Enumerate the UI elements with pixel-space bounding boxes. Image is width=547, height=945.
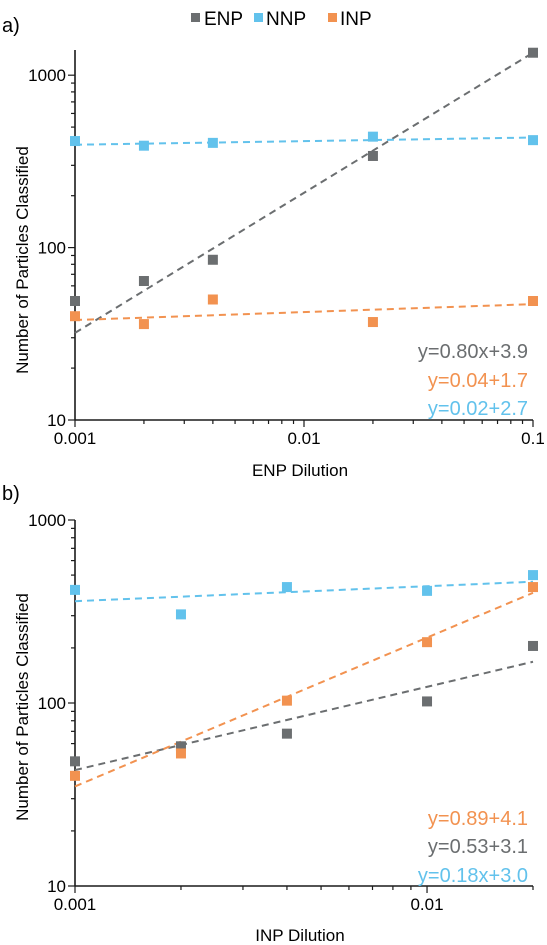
panel-a-y-tick-label: 100 bbox=[38, 239, 66, 258]
panel-b-fit-label-nnp: y=0.18x+3.0 bbox=[418, 865, 528, 887]
panel-a-point-enp bbox=[138, 276, 149, 287]
panel-b-point-enp bbox=[528, 640, 538, 651]
legend-marker-nnp bbox=[254, 13, 263, 22]
panel-a-point-enp bbox=[528, 47, 538, 58]
panel-a-point-nnp bbox=[138, 140, 149, 151]
panel-b-xlabel: INP Dilution bbox=[255, 926, 344, 945]
panel-a-xlabel: ENP Dilution bbox=[252, 461, 348, 480]
panel-a-point-inp bbox=[138, 319, 149, 330]
panel-a-fit-label-nnp: y=0.02+2.7 bbox=[428, 398, 528, 420]
panel-b-point-nnp bbox=[422, 585, 433, 596]
panel-a-fit-line-enp bbox=[74, 51, 534, 334]
panel-b-y-tick-label: 100 bbox=[38, 694, 66, 713]
panel-b-ylabel: Number of Particles Classified bbox=[13, 593, 32, 821]
panel-a-point-inp bbox=[367, 317, 378, 328]
legend-marker-inp bbox=[328, 13, 337, 22]
panel-b-point-enp bbox=[422, 696, 433, 707]
panel-b-point-inp bbox=[528, 582, 538, 593]
panel-a-ylabel: Number of Particles Classified bbox=[13, 146, 32, 374]
panel-a-point-nnp bbox=[207, 137, 218, 148]
panel-b-fit-line-nnp bbox=[74, 580, 534, 603]
panel-b-x-tick-label: 0.01 bbox=[410, 895, 443, 914]
panel-b-fit-label-enp: y=0.53+3.1 bbox=[428, 836, 528, 858]
panel-a-label: a) bbox=[2, 15, 20, 37]
panel-a-point-inp bbox=[207, 294, 218, 305]
panel-b-y-tick-label: 1000 bbox=[28, 511, 66, 530]
panel-b-label: b) bbox=[2, 483, 20, 505]
panel-a-fit-line-inp bbox=[74, 303, 534, 322]
panel-b-fit-line-enp bbox=[74, 660, 534, 772]
panel-b-y-tick-label: 10 bbox=[47, 877, 66, 896]
panel-a-fit-label-enp: y=0.80x+3.9 bbox=[418, 341, 528, 363]
panel-a-point-enp bbox=[207, 254, 218, 265]
panel-a-x-tick-label: 0.1 bbox=[521, 429, 545, 448]
panel-a-plot: 10 100 1000 0.001 0.01 0.1 bbox=[28, 47, 545, 448]
panel-b-point-enp bbox=[70, 756, 80, 767]
panel-b-point-inp bbox=[175, 748, 186, 759]
panel-a-point-enp bbox=[70, 296, 80, 307]
panel-b-point-nnp bbox=[281, 582, 292, 593]
panel-a-fit-line-nnp bbox=[74, 136, 534, 146]
legend-label-nnp: NNP bbox=[266, 9, 306, 30]
panel-a-y-tick-label: 10 bbox=[47, 411, 66, 430]
panel-b-point-nnp bbox=[70, 584, 80, 595]
panel-b-x-tick-label: 0.001 bbox=[54, 895, 97, 914]
legend-marker-enp bbox=[191, 13, 200, 22]
panel-a-x-tick-label: 0.01 bbox=[287, 429, 320, 448]
panel-a-fit-label-inp: y=0.04+1.7 bbox=[428, 370, 528, 392]
panel-a-point-nnp bbox=[70, 136, 80, 147]
panel-b-point-nnp bbox=[528, 570, 538, 581]
panel-b-fit-label-inp: y=0.89+4.1 bbox=[428, 808, 528, 830]
panel-b-plot: 10 100 1000 0.001 0.01 bbox=[28, 511, 538, 914]
legend-label-enp: ENP bbox=[204, 9, 243, 30]
panel-b-point-inp bbox=[70, 770, 80, 781]
panel-a: a) Number of Particles Classified ENP Di… bbox=[2, 15, 545, 480]
panel-a-point-nnp bbox=[528, 135, 538, 146]
panel-a-point-nnp bbox=[367, 131, 378, 142]
panel-b-fit-line-inp bbox=[74, 591, 534, 788]
panel-a-y-tick-label: 1000 bbox=[28, 66, 66, 85]
panel-b-point-nnp bbox=[175, 609, 186, 620]
panel-a-point-enp bbox=[367, 150, 378, 161]
legend-label-inp: INP bbox=[340, 9, 372, 30]
legend: ENP NNP INP bbox=[191, 9, 372, 30]
panel-a-point-inp bbox=[528, 296, 538, 307]
panel-a-point-inp bbox=[70, 311, 80, 322]
panel-b-point-inp bbox=[422, 637, 433, 648]
panel-b-point-enp bbox=[175, 741, 186, 752]
panel-a-x-tick-label: 0.001 bbox=[54, 429, 97, 448]
panel-b: b) Number of Particles Classified INP Di… bbox=[2, 483, 538, 945]
panel-b-point-enp bbox=[281, 728, 292, 739]
panel-b-point-inp bbox=[281, 695, 292, 706]
